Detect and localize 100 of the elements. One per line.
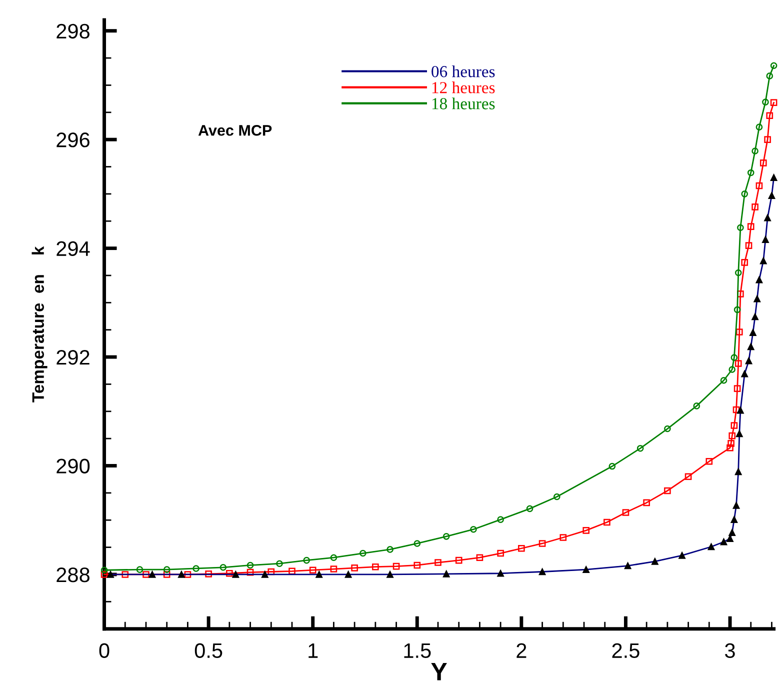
- point: [762, 98, 769, 106]
- y-tick-label: 292: [56, 350, 90, 365]
- point: [360, 550, 366, 557]
- point: [276, 560, 283, 567]
- point: [518, 544, 525, 552]
- point: [330, 566, 338, 572]
- point: [386, 546, 394, 553]
- x-tick-label: 0.5: [194, 643, 222, 658]
- point: [741, 190, 748, 198]
- point: [737, 290, 744, 298]
- point: [720, 376, 728, 384]
- point: [246, 562, 254, 569]
- point: [497, 550, 504, 557]
- x-tick-label: 2: [516, 643, 526, 658]
- point: [730, 354, 738, 361]
- point: [455, 556, 462, 564]
- x-tick-label: 1.5: [404, 643, 431, 658]
- point: [100, 566, 108, 574]
- point: [205, 570, 212, 578]
- text: 18 heures: [432, 98, 495, 110]
- point: [728, 432, 736, 440]
- point: [470, 526, 477, 533]
- point: [163, 571, 170, 578]
- point: [745, 242, 752, 249]
- point: [693, 402, 700, 410]
- y-tick-label: 298: [56, 24, 90, 39]
- point: [764, 136, 771, 143]
- point: [766, 72, 774, 80]
- point: [309, 566, 316, 574]
- x-axis-title: Y: [431, 663, 447, 680]
- point: [734, 360, 742, 367]
- point: [442, 533, 450, 540]
- text: 06 heures: [432, 66, 495, 78]
- point: [582, 527, 590, 534]
- x-tick-label: 1: [308, 643, 318, 658]
- point: [756, 124, 763, 130]
- point: [351, 564, 358, 572]
- point: [747, 223, 754, 230]
- y-tick-label: 296: [56, 132, 90, 148]
- point: [136, 566, 144, 573]
- point: [226, 570, 233, 577]
- point: [732, 406, 740, 414]
- point: [752, 148, 758, 154]
- point: [664, 425, 671, 432]
- point: [372, 563, 379, 570]
- point: [288, 568, 296, 575]
- point: [414, 540, 421, 547]
- point: [726, 444, 734, 452]
- point: [736, 328, 743, 336]
- point: [770, 62, 778, 70]
- point: [760, 160, 767, 166]
- x-tick-label: 2.5: [612, 643, 640, 658]
- point: [752, 204, 758, 210]
- point: [246, 568, 254, 576]
- point: [622, 509, 630, 516]
- point: [414, 562, 421, 569]
- point: [538, 540, 546, 547]
- point: [734, 306, 741, 314]
- y-axis-title: Temperature en k: [32, 246, 48, 402]
- point: [392, 562, 400, 570]
- point: [100, 571, 108, 578]
- x-tick-label: 0: [99, 643, 110, 658]
- text: 12 heures: [432, 82, 495, 94]
- point: [636, 444, 644, 452]
- point: [756, 182, 763, 190]
- point: [220, 564, 227, 571]
- x-tick-label: 3: [725, 643, 735, 658]
- y-tick-label: 294: [56, 241, 90, 256]
- point: [730, 422, 738, 429]
- y-tick-label: 288: [56, 567, 90, 582]
- y-tick-label: 290: [56, 458, 90, 474]
- point: [184, 571, 192, 578]
- point: [728, 366, 736, 373]
- point: [741, 259, 748, 266]
- point: [476, 554, 484, 562]
- point: [303, 556, 310, 564]
- point: [747, 169, 754, 176]
- point: [268, 568, 275, 576]
- point: [770, 99, 778, 106]
- point: [706, 458, 713, 465]
- point: [434, 559, 442, 566]
- point: [497, 516, 504, 523]
- point: [330, 554, 338, 562]
- point: [684, 473, 692, 480]
- point: [734, 269, 742, 276]
- point: [664, 487, 671, 494]
- point: [192, 565, 200, 572]
- point: [526, 505, 534, 512]
- point: [608, 462, 616, 470]
- point: [728, 440, 734, 447]
- point: [734, 385, 741, 392]
- point: [122, 571, 129, 578]
- point: [163, 566, 170, 573]
- point: [737, 224, 744, 232]
- point: [604, 518, 610, 526]
- point: [553, 493, 560, 500]
- point: [643, 499, 650, 506]
- point: [560, 534, 567, 541]
- point: [142, 571, 150, 578]
- annotation: Avec MCP: [198, 124, 272, 136]
